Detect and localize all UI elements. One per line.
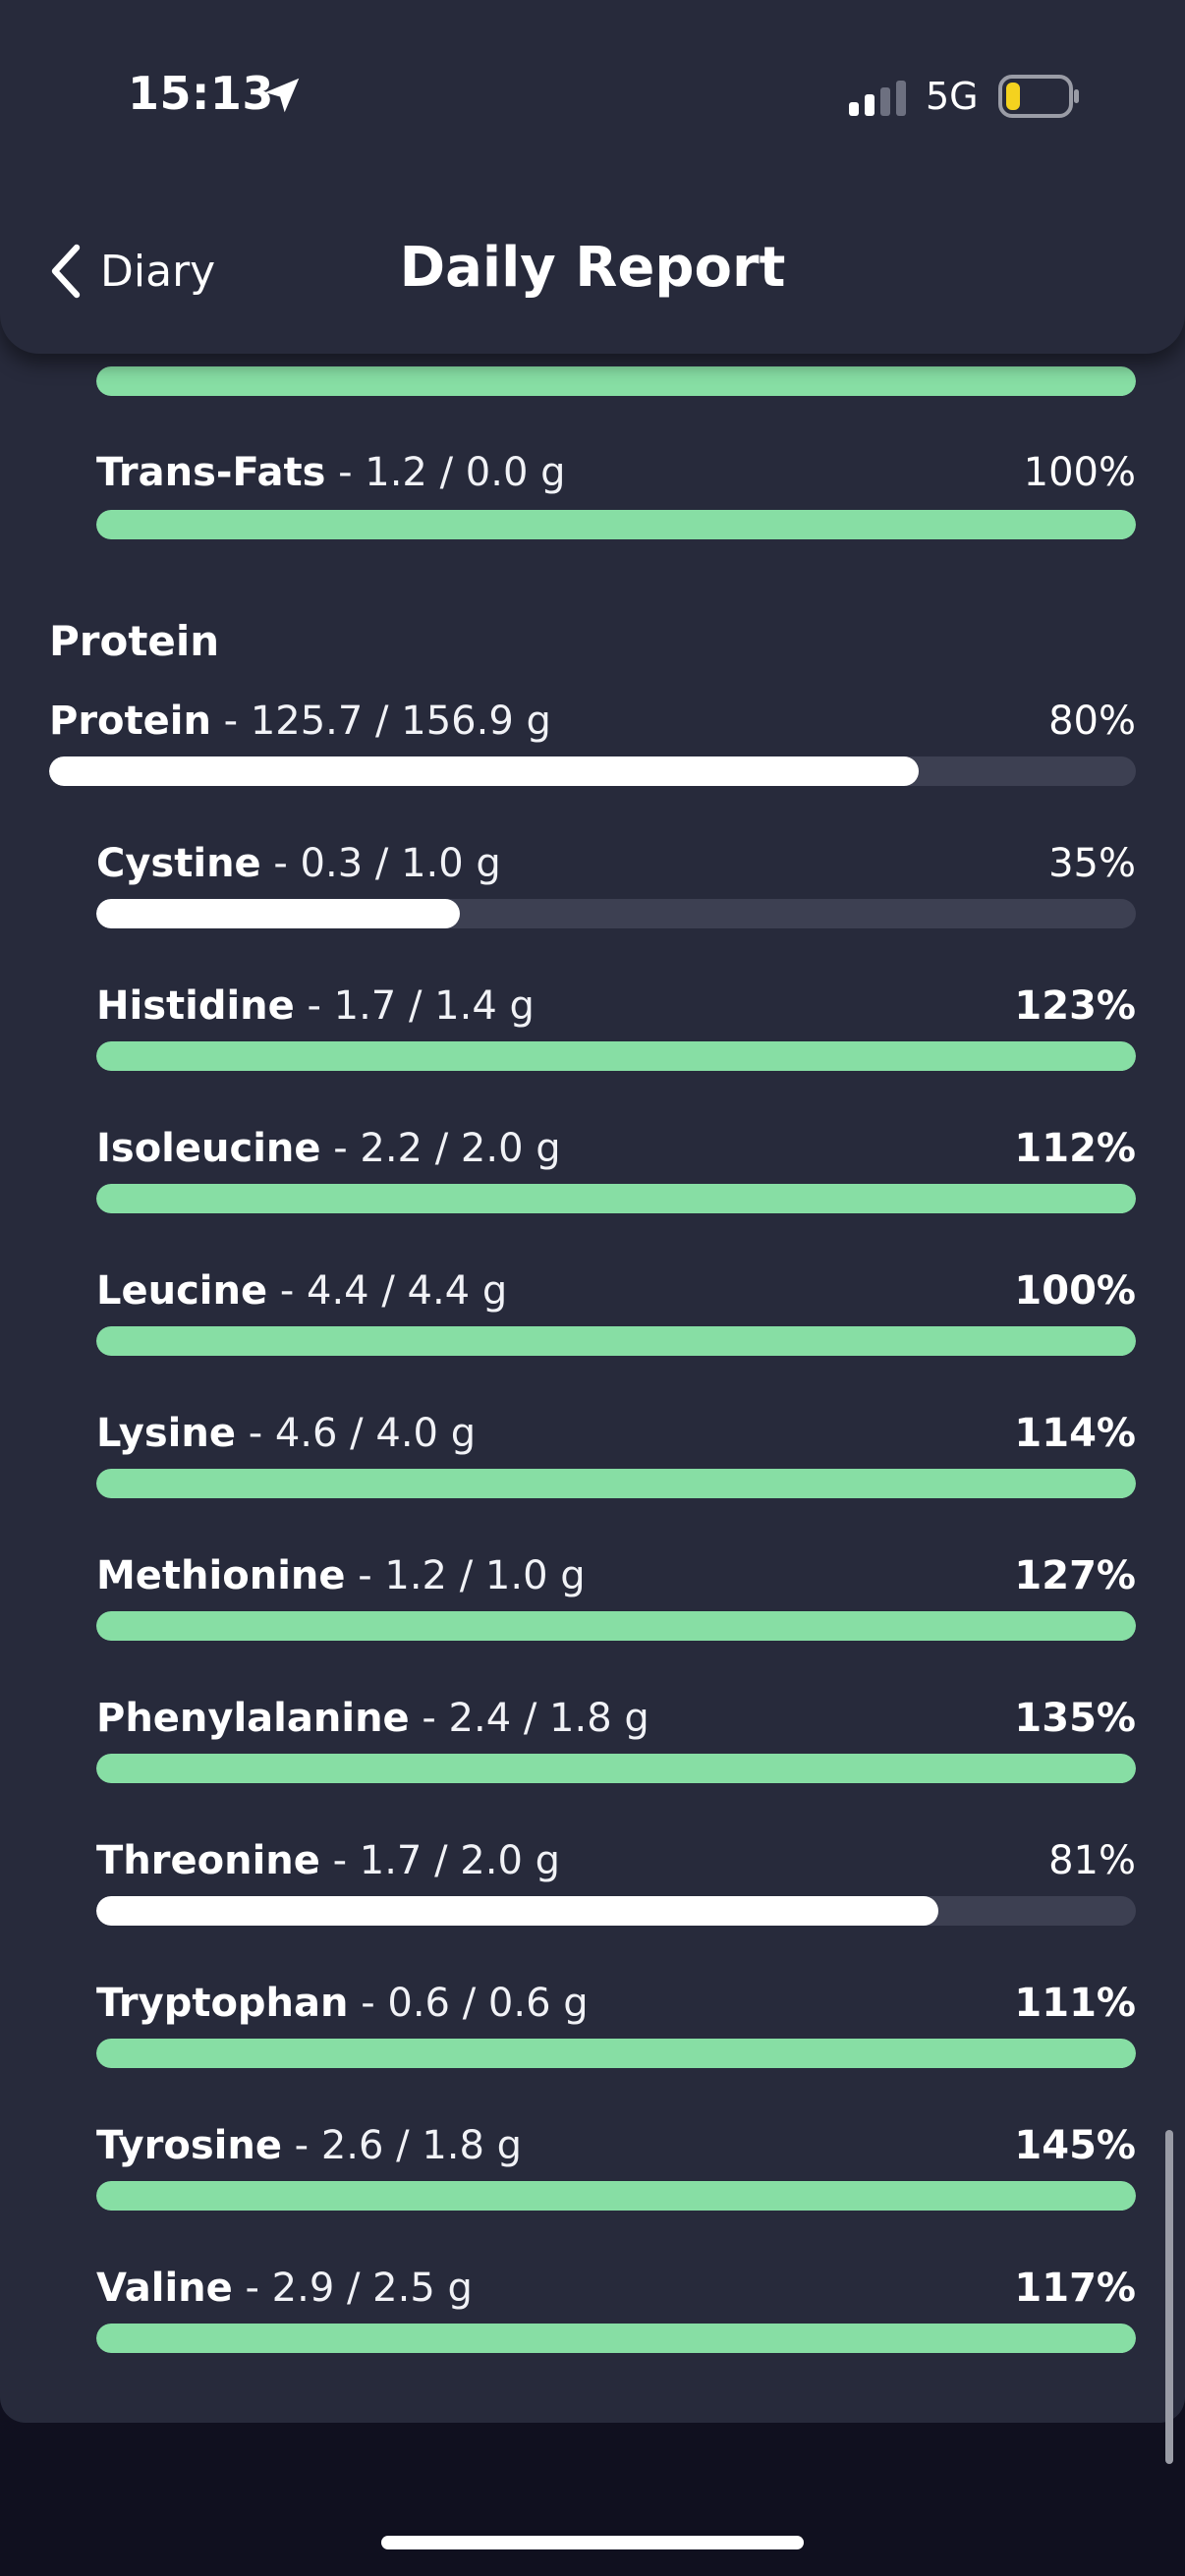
- page-title: Daily Report: [399, 236, 786, 300]
- nutrient-percent: 135%: [1014, 1696, 1136, 1741]
- nutrient-progress-fill: [49, 756, 919, 786]
- clipped-nutrient-bar-fill: [96, 366, 1136, 396]
- nutrient-progress-fill: [96, 2039, 1136, 2068]
- nutrient-label: Valine - 2.9 / 2.5 g: [96, 2266, 473, 2311]
- nutrient-progress-bar: [96, 2181, 1136, 2211]
- nutrient-row-lysine[interactable]: Lysine - 4.6 / 4.0 g 114%: [96, 1411, 1136, 1509]
- clipped-nutrient-bar: [96, 366, 1136, 396]
- nutrient-label: Methionine - 1.2 / 1.0 g: [96, 1553, 586, 1598]
- nutrient-row-valine[interactable]: Valine - 2.9 / 2.5 g 117%: [96, 2266, 1136, 2364]
- nutrient-label: Protein - 125.7 / 156.9 g: [49, 699, 551, 744]
- nutrient-label: Leucine - 4.4 / 4.4 g: [96, 1268, 508, 1314]
- nutrient-progress-bar: [96, 1754, 1136, 1783]
- nutrient-percent: 127%: [1014, 1553, 1136, 1598]
- back-label: Diary: [100, 246, 216, 297]
- nutrient-label: Threonine - 1.7 / 2.0 g: [96, 1838, 560, 1883]
- nutrient-row-protein[interactable]: Protein - 125.7 / 156.9 g 80%: [49, 699, 1136, 797]
- nutrient-progress-fill: [96, 1041, 1136, 1071]
- nutrient-progress-bar: [96, 899, 1136, 928]
- nutrient-row-threonine[interactable]: Threonine - 1.7 / 2.0 g 81%: [96, 1838, 1136, 1936]
- back-button[interactable]: Diary: [47, 232, 215, 310]
- nutrient-label: Tyrosine - 2.6 / 1.8 g: [96, 2123, 523, 2168]
- nutrient-row-phenylalanine[interactable]: Phenylalanine - 2.4 / 1.8 g 135%: [96, 1696, 1136, 1794]
- nutrient-label: Isoleucine - 2.2 / 2.0 g: [96, 1126, 561, 1171]
- network-type: 5G: [926, 75, 979, 118]
- nav-header: 15:13 5G Diary Daily Report: [0, 0, 1185, 354]
- nutrient-progress-bar: [96, 2324, 1136, 2353]
- nutrient-label: Tryptophan - 0.6 / 0.6 g: [96, 1981, 589, 2026]
- nutrient-progress-fill: [96, 1469, 1136, 1498]
- nutrient-progress-bar: [96, 1184, 1136, 1213]
- nutrient-progress-fill: [96, 1896, 938, 1926]
- nutrient-label: Histidine - 1.7 / 1.4 g: [96, 983, 535, 1029]
- nutrient-progress-bar: [96, 1469, 1136, 1498]
- nutrient-progress-bar: [49, 756, 1136, 786]
- nutrient-row-methionine[interactable]: Methionine - 1.2 / 1.0 g 127%: [96, 1553, 1136, 1652]
- nutrient-percent: 112%: [1014, 1126, 1136, 1171]
- nutrient-progress-bar: [96, 510, 1136, 539]
- location-arrow-icon: [264, 78, 300, 113]
- report-card: Trans-Fats - 1.2 / 0.0 g 100% Protein Pr…: [0, 0, 1185, 2423]
- home-indicator[interactable]: [381, 2536, 804, 2549]
- nutrient-progress-bar: [96, 2039, 1136, 2068]
- nutrient-progress-fill: [96, 1754, 1136, 1783]
- nutrient-percent: 123%: [1014, 983, 1136, 1029]
- nutrient-progress-fill: [96, 510, 1136, 539]
- nutrient-row-histidine[interactable]: Histidine - 1.7 / 1.4 g 123%: [96, 983, 1136, 1082]
- nutrient-row-isoleucine[interactable]: Isoleucine - 2.2 / 2.0 g 112%: [96, 1126, 1136, 1224]
- nutrient-progress-fill: [96, 1611, 1136, 1641]
- nutrient-percent: 80%: [1048, 699, 1136, 744]
- nutrient-progress-bar: [96, 1896, 1136, 1926]
- nutrient-label: Trans-Fats - 1.2 / 0.0 g: [96, 450, 566, 495]
- nutrient-label: Cystine - 0.3 / 1.0 g: [96, 841, 501, 886]
- nutrient-label: Phenylalanine - 2.4 / 1.8 g: [96, 1696, 649, 1741]
- nutrient-row-cystine[interactable]: Cystine - 0.3 / 1.0 g 35%: [96, 841, 1136, 939]
- nutrient-row-leucine[interactable]: Leucine - 4.4 / 4.4 g 100%: [96, 1268, 1136, 1367]
- nutrient-percent: 145%: [1014, 2123, 1136, 2168]
- nutrient-progress-fill: [96, 1326, 1136, 1356]
- nutrient-percent: 117%: [1014, 2266, 1136, 2311]
- nutrient-progress-fill: [96, 1184, 1136, 1213]
- section-title-protein: Protein: [49, 617, 220, 665]
- scrollbar[interactable]: [1165, 2130, 1173, 2464]
- battery-low-power-icon: [998, 75, 1079, 118]
- nutrient-row-trans-fats[interactable]: Trans-Fats - 1.2 / 0.0 g 100%: [96, 450, 1136, 548]
- nutrient-percent: 35%: [1048, 841, 1136, 886]
- nutrient-progress-bar: [96, 1611, 1136, 1641]
- nutrient-progress-fill: [96, 899, 461, 928]
- nutrient-row-tryptophan[interactable]: Tryptophan - 0.6 / 0.6 g 111%: [96, 1981, 1136, 2079]
- nutrient-progress-bar: [96, 1326, 1136, 1356]
- nutrient-percent: 100%: [1014, 1268, 1136, 1314]
- nutrient-progress-fill: [96, 2181, 1136, 2211]
- nutrient-percent: 81%: [1048, 1838, 1136, 1883]
- nutrient-percent: 114%: [1014, 1411, 1136, 1456]
- status-time: 15:13: [128, 67, 274, 120]
- nutrient-percent: 111%: [1014, 1981, 1136, 2026]
- nutrient-progress-bar: [96, 1041, 1136, 1071]
- nutrient-percent: 100%: [1023, 450, 1136, 495]
- cellular-signal-icon: [849, 81, 906, 116]
- nutrient-progress-fill: [96, 2324, 1136, 2353]
- chevron-left-icon: [51, 244, 81, 299]
- nutrient-row-tyrosine[interactable]: Tyrosine - 2.6 / 1.8 g 145%: [96, 2123, 1136, 2221]
- nutrient-label: Lysine - 4.6 / 4.0 g: [96, 1411, 477, 1456]
